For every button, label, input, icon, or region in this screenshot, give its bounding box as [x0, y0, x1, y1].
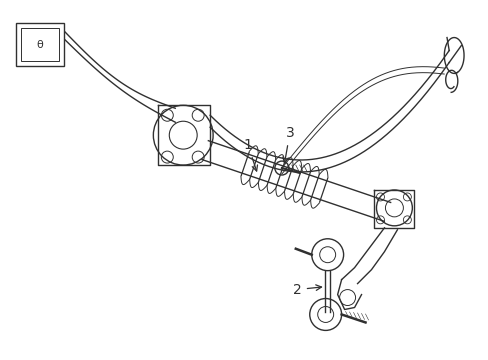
Text: θ: θ: [36, 40, 43, 50]
Text: 2: 2: [292, 283, 321, 297]
Text: 1: 1: [243, 138, 257, 171]
Text: 3: 3: [282, 126, 294, 163]
FancyBboxPatch shape: [16, 23, 63, 67]
FancyBboxPatch shape: [21, 28, 59, 62]
